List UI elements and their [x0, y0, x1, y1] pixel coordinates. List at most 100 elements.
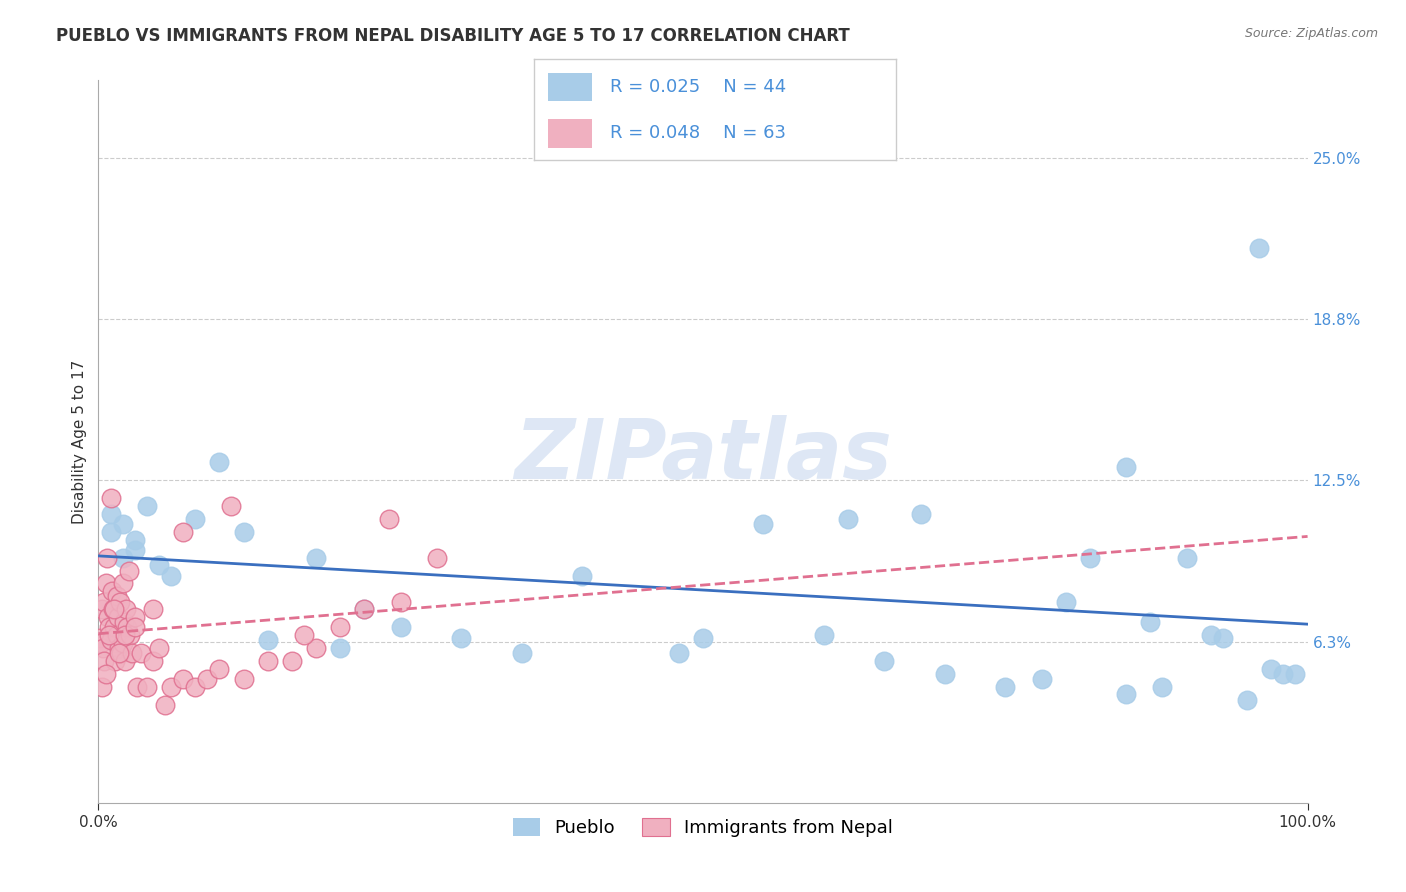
Point: [305, 550, 328, 565]
Y-axis label: Disability Age 5 to 17: Disability Age 5 to 17: [72, 359, 87, 524]
Point: [934, 666, 956, 681]
Point: [100, 633, 122, 648]
Point: [121, 646, 143, 660]
Point: [124, 610, 146, 624]
Point: [1139, 615, 1161, 630]
Point: [114, 654, 136, 668]
Point: [195, 672, 218, 686]
Point: [1054, 594, 1077, 608]
Point: [1199, 628, 1222, 642]
Point: [292, 628, 315, 642]
Point: [510, 646, 533, 660]
Point: [160, 680, 183, 694]
Point: [105, 590, 128, 604]
Point: [1260, 662, 1282, 676]
Point: [571, 568, 593, 582]
Point: [353, 602, 375, 616]
Point: [1236, 692, 1258, 706]
Point: [389, 620, 412, 634]
Point: [389, 594, 412, 608]
Point: [1031, 672, 1053, 686]
Point: [329, 640, 352, 655]
Point: [93, 654, 115, 668]
Point: [142, 602, 165, 616]
Point: [221, 499, 243, 513]
Point: [111, 550, 134, 565]
Point: [256, 633, 278, 648]
Point: [1078, 550, 1101, 565]
Point: [127, 680, 149, 694]
Point: [377, 512, 399, 526]
Point: [93, 594, 115, 608]
Point: [153, 698, 176, 712]
Point: [1272, 666, 1295, 681]
Point: [94, 576, 117, 591]
Point: [873, 654, 896, 668]
Point: [172, 524, 194, 539]
Point: [1152, 680, 1174, 694]
Point: [118, 564, 141, 578]
Point: [305, 640, 328, 655]
Point: [107, 610, 129, 624]
Point: [232, 672, 254, 686]
Point: [148, 640, 170, 655]
Point: [129, 646, 152, 660]
Point: [124, 542, 146, 557]
Point: [108, 594, 131, 608]
Point: [329, 620, 352, 634]
Point: [172, 672, 194, 686]
Point: [111, 636, 134, 650]
Point: [90, 636, 112, 650]
Point: [208, 662, 231, 676]
Point: [450, 631, 472, 645]
Point: [232, 524, 254, 539]
Point: [98, 628, 121, 642]
Point: [114, 628, 136, 642]
Text: PUEBLO VS IMMIGRANTS FROM NEPAL DISABILITY AGE 5 TO 17 CORRELATION CHART: PUEBLO VS IMMIGRANTS FROM NEPAL DISABILI…: [56, 27, 851, 45]
Point: [108, 640, 131, 655]
Point: [1249, 241, 1271, 255]
Point: [124, 620, 146, 634]
Point: [1212, 631, 1234, 645]
Point: [148, 558, 170, 573]
Point: [135, 680, 157, 694]
Point: [118, 628, 141, 642]
Point: [994, 680, 1017, 694]
Point: [692, 631, 714, 645]
Point: [135, 499, 157, 513]
Point: [426, 550, 449, 565]
Point: [103, 602, 125, 616]
Point: [1284, 666, 1306, 681]
Point: [353, 602, 375, 616]
Point: [105, 628, 128, 642]
Point: [103, 620, 125, 634]
Point: [111, 576, 134, 591]
Point: [112, 615, 135, 630]
Point: [100, 507, 122, 521]
Point: [101, 602, 124, 616]
Text: ZIPatlas: ZIPatlas: [515, 416, 891, 497]
Point: [100, 584, 122, 599]
Point: [281, 654, 304, 668]
Legend: Pueblo, Immigrants from Nepal: Pueblo, Immigrants from Nepal: [506, 811, 900, 845]
Point: [111, 517, 134, 532]
Point: [1115, 460, 1137, 475]
Text: Source: ZipAtlas.com: Source: ZipAtlas.com: [1244, 27, 1378, 40]
Point: [910, 507, 932, 521]
Point: [97, 610, 120, 624]
Point: [117, 620, 139, 634]
Point: [91, 602, 114, 616]
Point: [115, 602, 138, 616]
Point: [160, 568, 183, 582]
Point: [1175, 550, 1198, 565]
Point: [110, 646, 132, 660]
Point: [89, 631, 111, 645]
Point: [837, 512, 859, 526]
Point: [208, 455, 231, 469]
Point: [94, 666, 117, 681]
Point: [184, 512, 207, 526]
Point: [98, 620, 121, 634]
Point: [752, 517, 775, 532]
Point: [104, 654, 127, 668]
Point: [184, 680, 207, 694]
